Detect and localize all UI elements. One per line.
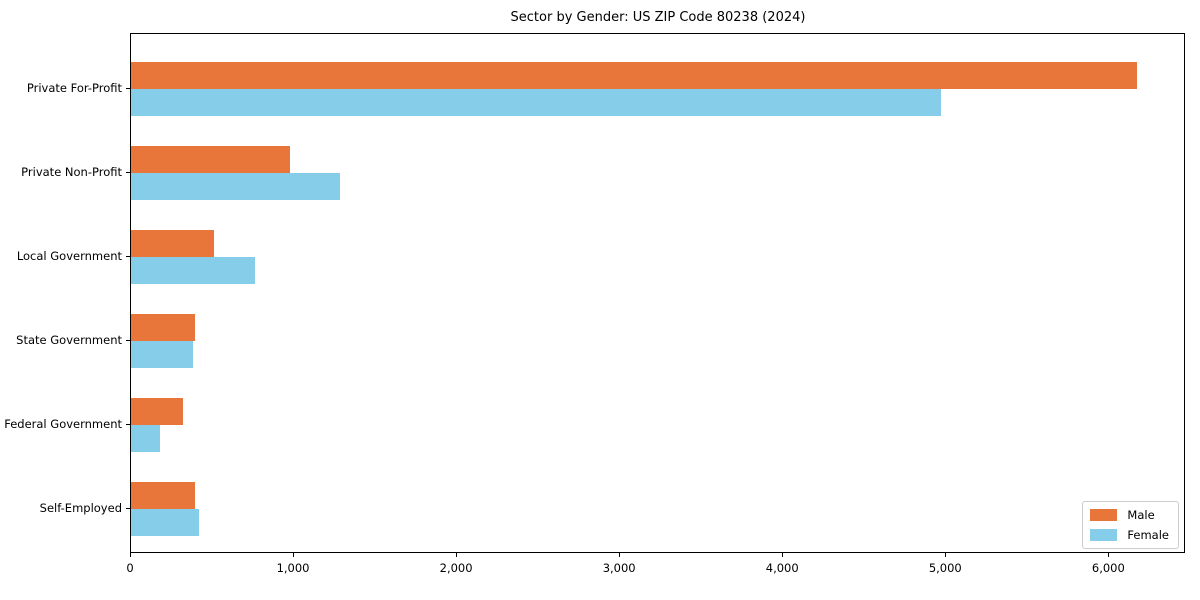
ytick-mark bbox=[126, 507, 130, 509]
bar-male-federal-government bbox=[131, 397, 184, 425]
bar-female-self-employed bbox=[131, 508, 200, 536]
ytick-mark bbox=[126, 423, 130, 425]
xtick-label-4-000: 4,000 bbox=[765, 561, 799, 575]
xtick-label-3-000: 3,000 bbox=[602, 561, 636, 575]
xtick-mark bbox=[456, 553, 458, 557]
ytick-label-state-government: State Government bbox=[16, 332, 122, 347]
ytick-mark bbox=[126, 339, 130, 341]
xtick-mark bbox=[945, 553, 947, 557]
xtick-mark bbox=[1108, 553, 1110, 557]
ytick-label-self-employed: Self-Employed bbox=[39, 500, 122, 515]
ytick-label-local-government: Local Government bbox=[16, 248, 122, 263]
bar-female-federal-government bbox=[131, 424, 161, 452]
bar-male-private-for-profit bbox=[131, 61, 1138, 89]
xtick-label-5-000: 5,000 bbox=[928, 561, 962, 575]
xtick-mark bbox=[293, 553, 295, 557]
bar-male-state-government bbox=[131, 313, 196, 341]
legend-item-female: Female bbox=[1090, 528, 1169, 542]
bar-male-private-non-profit bbox=[131, 145, 290, 173]
legend-swatch-male bbox=[1090, 509, 1118, 521]
ytick-label-federal-government: Federal Government bbox=[4, 416, 122, 431]
bar-female-state-government bbox=[131, 340, 193, 368]
bar-female-local-government bbox=[131, 256, 255, 284]
xtick-mark bbox=[130, 553, 131, 557]
xtick-label-0: 0 bbox=[126, 561, 134, 575]
legend-label-female: Female bbox=[1127, 528, 1169, 542]
ytick-mark bbox=[126, 87, 130, 89]
bar-female-private-for-profit bbox=[131, 88, 942, 116]
ytick-label-private-non-profit: Private Non-Profit bbox=[21, 164, 122, 179]
legend-label-male: Male bbox=[1127, 508, 1155, 522]
legend-swatch-female bbox=[1090, 529, 1118, 541]
plot-area: Male Female bbox=[130, 33, 1185, 553]
xtick-mark bbox=[619, 553, 621, 557]
chart-title: Sector by Gender: US ZIP Code 80238 (202… bbox=[510, 10, 806, 25]
xtick-label-2-000: 2,000 bbox=[439, 561, 473, 575]
bar-female-private-non-profit bbox=[131, 172, 340, 200]
xtick-mark bbox=[782, 553, 784, 557]
xtick-label-1-000: 1,000 bbox=[276, 561, 310, 575]
ytick-mark bbox=[126, 171, 130, 173]
legend: Male Female bbox=[1082, 501, 1179, 549]
legend-item-male: Male bbox=[1090, 508, 1169, 522]
bar-male-local-government bbox=[131, 229, 215, 257]
xtick-label-6-000: 6,000 bbox=[1091, 561, 1125, 575]
ytick-mark bbox=[126, 255, 130, 257]
ytick-label-private-for-profit: Private For-Profit bbox=[26, 80, 122, 95]
bar-male-self-employed bbox=[131, 481, 195, 509]
